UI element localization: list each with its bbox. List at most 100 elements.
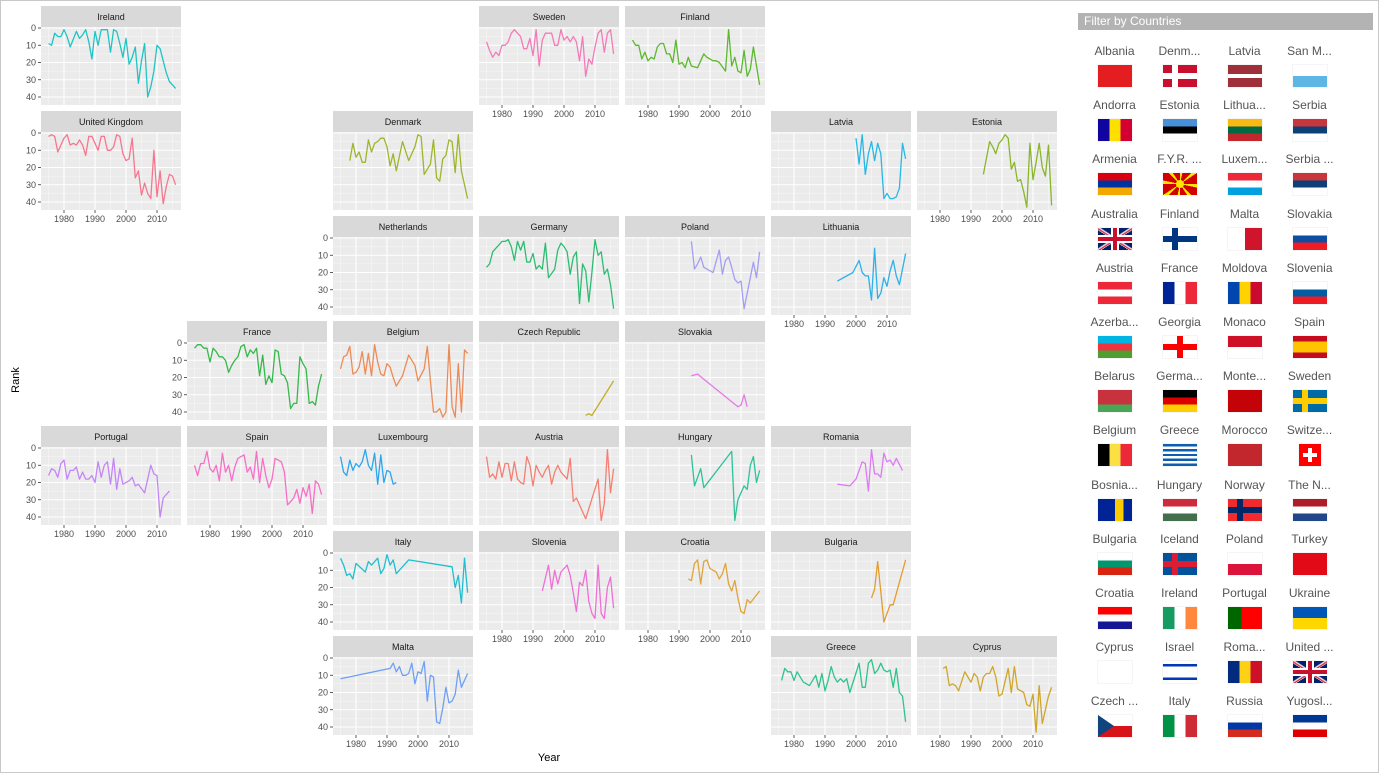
flag-icon[interactable] <box>1292 661 1327 684</box>
flag-icon[interactable] <box>1298 444 1321 467</box>
filter-item-albania[interactable]: Albania <box>1082 44 1147 98</box>
filter-item-the-n[interactable]: The N... <box>1277 478 1342 532</box>
flag-icon[interactable] <box>1162 335 1197 358</box>
filter-item-finland[interactable]: Finland <box>1147 207 1212 261</box>
flag-icon[interactable] <box>1097 390 1132 413</box>
filter-item-monaco[interactable]: Monaco <box>1212 315 1277 369</box>
flag-icon[interactable] <box>1227 65 1262 87</box>
flag-icon[interactable] <box>1227 552 1262 575</box>
flag-icon[interactable] <box>1227 227 1262 250</box>
filter-item-slovakia[interactable]: Slovakia <box>1277 207 1342 261</box>
filter-item-czech[interactable]: Czech ... <box>1082 694 1147 748</box>
filter-item-united[interactable]: United ... <box>1277 640 1342 694</box>
filter-item-austria[interactable]: Austria <box>1082 261 1147 315</box>
filter-item-switze[interactable]: Switze... <box>1277 423 1342 477</box>
filter-item-belarus[interactable]: Belarus <box>1082 369 1147 423</box>
flag-icon[interactable] <box>1292 227 1327 250</box>
flag-icon[interactable] <box>1162 173 1197 196</box>
filter-item-lithua[interactable]: Lithua... <box>1212 98 1277 152</box>
flag-icon[interactable] <box>1227 335 1262 358</box>
filter-item-sweden[interactable]: Sweden <box>1277 369 1342 423</box>
flag-icon[interactable] <box>1162 65 1197 87</box>
flag-icon[interactable] <box>1097 65 1132 87</box>
flag-icon[interactable] <box>1097 281 1132 304</box>
filter-item-morocco[interactable]: Morocco <box>1212 423 1277 477</box>
filter-item-denm[interactable]: Denm... <box>1147 44 1212 98</box>
flag-icon[interactable] <box>1292 335 1327 358</box>
filter-item-bulgaria[interactable]: Bulgaria <box>1082 532 1147 586</box>
filter-item-bosnia[interactable]: Bosnia... <box>1082 478 1147 532</box>
flag-icon[interactable] <box>1097 119 1132 142</box>
filter-item-norway[interactable]: Norway <box>1212 478 1277 532</box>
filter-item-serbia[interactable]: Serbia ... <box>1277 152 1342 206</box>
filter-item-monte[interactable]: Monte... <box>1212 369 1277 423</box>
filter-item-f-y-r[interactable]: F.Y.R. ... <box>1147 152 1212 206</box>
filter-item-france[interactable]: France <box>1147 261 1212 315</box>
filter-item-andorra[interactable]: Andorra <box>1082 98 1147 152</box>
filter-item-san-m[interactable]: San M... <box>1277 44 1342 98</box>
flag-icon[interactable] <box>1162 552 1197 575</box>
flag-icon[interactable] <box>1227 498 1262 521</box>
filter-item-turkey[interactable]: Turkey <box>1277 532 1342 586</box>
filter-item-malta[interactable]: Malta <box>1212 207 1277 261</box>
flag-icon[interactable] <box>1162 606 1197 629</box>
flag-icon[interactable] <box>1097 173 1132 196</box>
flag-icon[interactable] <box>1292 119 1327 142</box>
filter-item-australia[interactable]: Australia <box>1082 207 1147 261</box>
flag-icon[interactable] <box>1292 606 1327 629</box>
filter-item-yugosl[interactable]: Yugosl... <box>1277 694 1342 748</box>
flag-icon[interactable] <box>1227 390 1262 413</box>
filter-item-moldova[interactable]: Moldova <box>1212 261 1277 315</box>
filter-item-serbia[interactable]: Serbia <box>1277 98 1342 152</box>
filter-item-slovenia[interactable]: Slovenia <box>1277 261 1342 315</box>
filter-item-greece[interactable]: Greece <box>1147 423 1212 477</box>
flag-icon[interactable] <box>1227 119 1262 142</box>
flag-icon[interactable] <box>1162 661 1197 684</box>
flag-icon[interactable] <box>1162 281 1197 304</box>
flag-icon[interactable] <box>1097 335 1132 358</box>
flag-icon[interactable] <box>1292 390 1327 413</box>
flag-icon[interactable] <box>1162 390 1197 413</box>
flag-icon[interactable] <box>1227 606 1262 629</box>
flag-icon[interactable] <box>1292 715 1327 738</box>
flag-icon[interactable] <box>1227 281 1262 304</box>
filter-item-portugal[interactable]: Portugal <box>1212 586 1277 640</box>
flag-icon[interactable] <box>1097 227 1132 250</box>
filter-item-belgium[interactable]: Belgium <box>1082 423 1147 477</box>
filter-item-russia[interactable]: Russia <box>1212 694 1277 748</box>
filter-item-spain[interactable]: Spain <box>1277 315 1342 369</box>
flag-icon[interactable] <box>1162 444 1197 467</box>
flag-icon[interactable] <box>1097 444 1132 467</box>
flag-icon[interactable] <box>1292 173 1327 196</box>
filter-item-roma[interactable]: Roma... <box>1212 640 1277 694</box>
flag-icon[interactable] <box>1097 715 1132 738</box>
flag-icon[interactable] <box>1162 227 1197 250</box>
filter-item-italy[interactable]: Italy <box>1147 694 1212 748</box>
flag-icon[interactable] <box>1292 65 1327 87</box>
flag-icon[interactable] <box>1097 606 1132 629</box>
flag-icon[interactable] <box>1097 661 1132 684</box>
filter-item-israel[interactable]: Israel <box>1147 640 1212 694</box>
flag-icon[interactable] <box>1227 444 1262 467</box>
flag-icon[interactable] <box>1097 498 1132 521</box>
flag-icon[interactable] <box>1227 173 1262 196</box>
flag-icon[interactable] <box>1292 498 1327 521</box>
filter-item-germa[interactable]: Germa... <box>1147 369 1212 423</box>
filter-item-georgia[interactable]: Georgia <box>1147 315 1212 369</box>
flag-icon[interactable] <box>1162 715 1197 738</box>
filter-item-poland[interactable]: Poland <box>1212 532 1277 586</box>
filter-item-armenia[interactable]: Armenia <box>1082 152 1147 206</box>
flag-icon[interactable] <box>1097 552 1132 575</box>
flag-icon[interactable] <box>1292 552 1327 575</box>
flag-icon[interactable] <box>1227 715 1262 738</box>
filter-item-hungary[interactable]: Hungary <box>1147 478 1212 532</box>
filter-item-croatia[interactable]: Croatia <box>1082 586 1147 640</box>
filter-item-azerba[interactable]: Azerba... <box>1082 315 1147 369</box>
filter-item-latvia[interactable]: Latvia <box>1212 44 1277 98</box>
filter-item-estonia[interactable]: Estonia <box>1147 98 1212 152</box>
filter-item-ireland[interactable]: Ireland <box>1147 586 1212 640</box>
flag-icon[interactable] <box>1227 661 1262 684</box>
flag-icon[interactable] <box>1292 281 1327 304</box>
filter-item-iceland[interactable]: Iceland <box>1147 532 1212 586</box>
filter-item-luxem[interactable]: Luxem... <box>1212 152 1277 206</box>
